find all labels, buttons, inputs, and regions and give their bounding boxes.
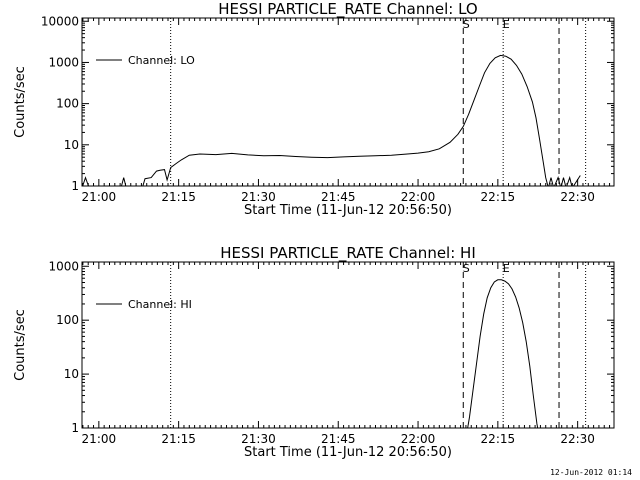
y-tick-label: 10 — [64, 138, 79, 152]
x-axis-label: Start Time (11-Jun-12 20:56:50) — [244, 445, 452, 460]
chart-title: HESSI PARTICLE_RATE Channel: HI — [220, 244, 476, 263]
y-tick-label: 10 — [64, 367, 79, 381]
plot-frame — [81, 261, 615, 429]
x-tick-label: 22:00 — [401, 190, 436, 204]
y-tick-label: 10000 — [41, 14, 79, 28]
generation-timestamp: 12-Jun-2012 01:14 — [550, 468, 632, 477]
x-tick-label: 22:15 — [481, 190, 516, 204]
event-marker-label: E — [503, 18, 510, 31]
lo-channel-panel: HESSI PARTICLE_RATE Channel: LO 21:00 21:1… — [13, 0, 615, 218]
x-tick-label: 22:30 — [560, 432, 595, 446]
x-tick-label: 21:00 — [82, 432, 117, 446]
series-line — [467, 279, 539, 428]
x-tick-label: 21:45 — [321, 190, 356, 204]
hi-channel-panel: HESSI PARTICLE_RATE Channel: HI 21:00 21:1… — [13, 244, 615, 460]
x-tick-label: 21:45 — [321, 432, 356, 446]
event-marker-label: S — [463, 262, 470, 275]
legend-entry: Channel: HI — [128, 298, 192, 311]
x-axis-label: Start Time (11-Jun-12 20:56:50) — [244, 203, 452, 218]
y-axis-label: Counts/sec — [13, 66, 28, 138]
event-marker-label: S — [463, 18, 470, 31]
x-tick-label: 21:15 — [161, 432, 196, 446]
plot-frame — [81, 17, 615, 187]
x-tick-label: 21:15 — [161, 190, 196, 204]
x-tick-label: 22:30 — [560, 190, 595, 204]
y-tick-label: 1 — [71, 421, 79, 435]
x-tick-label: 21:00 — [82, 190, 117, 204]
legend-entry: Channel: LO — [128, 54, 195, 67]
series-line — [82, 54, 581, 186]
event-marker-label: E — [503, 262, 510, 275]
x-tick-label: 22:00 — [401, 432, 436, 446]
y-tick-label: 100 — [56, 313, 79, 327]
x-tick-label: 22:15 — [481, 432, 516, 446]
chart-title: HESSI PARTICLE_RATE Channel: LO — [218, 0, 477, 19]
y-tick-label: 100 — [56, 97, 79, 111]
y-tick-label: 1000 — [48, 259, 79, 273]
x-tick-label: 21:30 — [241, 190, 276, 204]
x-tick-label: 21:30 — [241, 432, 276, 446]
y-axis-label: Counts/sec — [13, 309, 28, 381]
y-tick-label: 1 — [71, 179, 79, 193]
y-tick-label: 1000 — [48, 55, 79, 69]
